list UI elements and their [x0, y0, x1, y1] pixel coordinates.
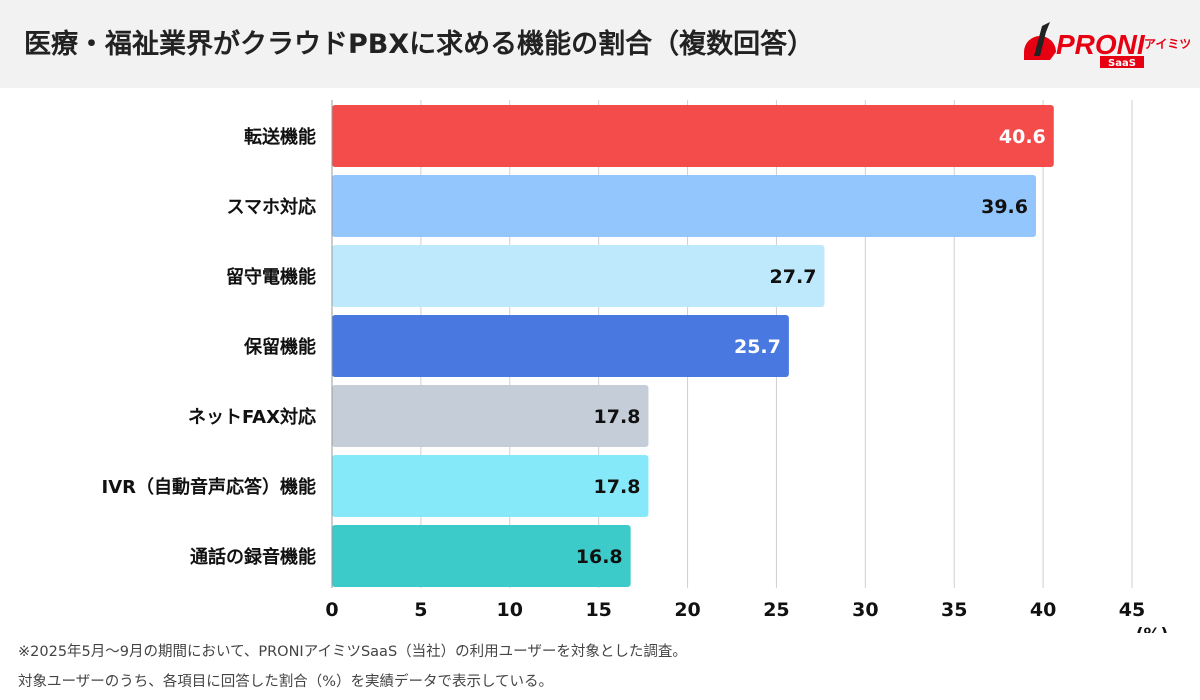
category-label: 転送機能: [244, 126, 316, 148]
bar: [332, 525, 631, 587]
bar: [332, 455, 649, 517]
data-label: 25.7: [734, 336, 781, 358]
x-tick-label: 0: [325, 599, 338, 621]
footnote-1: ※2025年5月〜9月の期間において、PRONIアイミツSaaS（当社）の利用ユ…: [18, 644, 687, 660]
data-label: 17.8: [594, 476, 641, 498]
bar: [332, 175, 1036, 237]
data-label: 17.8: [594, 406, 641, 428]
x-tick-label: 30: [852, 599, 878, 621]
x-tick-label: 15: [585, 599, 611, 621]
category-label: 保留機能: [243, 336, 316, 358]
svg-text:アイミツ: アイミツ: [1144, 37, 1190, 51]
category-label: 通話の録音機能: [190, 546, 316, 568]
x-tick-label: 20: [674, 599, 700, 621]
page-title: 医療・福祉業界がクラウドPBXに求める機能の割合（複数回答）: [24, 29, 815, 60]
data-label: 16.8: [576, 546, 623, 568]
data-label: 27.7: [770, 266, 817, 288]
bar: [332, 105, 1054, 167]
x-tick-label: 45: [1119, 599, 1145, 621]
x-axis-unit: (%): [1136, 625, 1169, 633]
x-tick-label: 40: [1030, 599, 1056, 621]
bar: [332, 245, 825, 307]
x-tick-label: 10: [497, 599, 523, 621]
footnote-2: 対象ユーザーのうち、各項目に回答した割合（%）を実績データで表示している。: [18, 674, 554, 690]
proni-logo: PRONI アイミツ SaaS: [1024, 22, 1190, 69]
x-tick-label: 5: [414, 599, 427, 621]
category-label: 留守電機能: [226, 266, 316, 288]
bar-chart: 0 5 10 15 20 25 30 35 40 45 (%) 転送機能 40.6 スマホ対応 39.6 留守…: [102, 100, 1169, 633]
x-tick-label: 35: [941, 599, 967, 621]
data-label: 39.6: [981, 196, 1028, 218]
header: 医療・福祉業界がクラウドPBXに求める機能の割合（複数回答） PRONI アイミ…: [0, 0, 1200, 88]
data-label: 40.6: [999, 126, 1046, 148]
category-label: ネットFAX対応: [188, 406, 316, 428]
category-label: スマホ対応: [227, 196, 316, 218]
svg-text:PRONI: PRONI: [1056, 29, 1146, 60]
category-label: IVR（自動音声応答）機能: [102, 476, 317, 498]
bar: [332, 315, 789, 377]
svg-text:SaaS: SaaS: [1108, 58, 1136, 69]
bar: [332, 385, 649, 447]
x-tick-label: 25: [763, 599, 789, 621]
